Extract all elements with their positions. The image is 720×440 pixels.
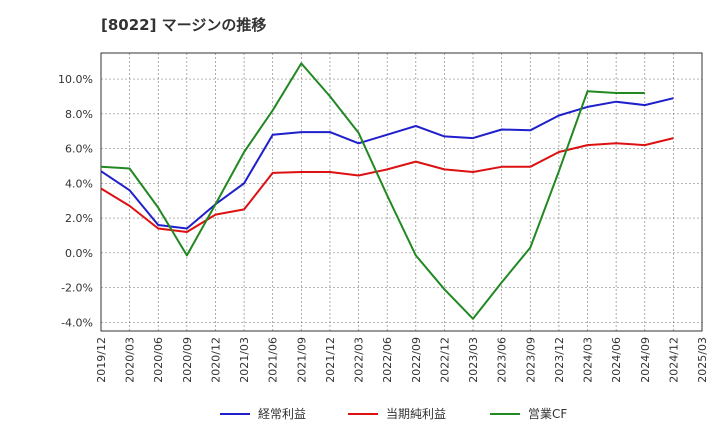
- x-tick-label: 2021/09: [295, 337, 308, 383]
- y-tick-label: -2.0%: [61, 282, 93, 295]
- x-tick-label: 2025/03: [696, 337, 709, 383]
- x-tick-label: 2022/12: [438, 337, 451, 383]
- x-tick-label: 2023/03: [467, 337, 480, 383]
- series-lines: [100, 62, 674, 320]
- y-axis-ticks: -4.0% -2.0% 0.0% 2.0% 4.0% 6.0% 8.0% 10.0%: [58, 73, 93, 329]
- y-tick-label: 2.0%: [65, 212, 93, 225]
- plot-frame: [100, 52, 703, 332]
- legend: 経常利益 当期純利益 営業CF: [220, 407, 567, 421]
- y-tick-label: 4.0%: [65, 177, 93, 190]
- x-tick-label: 2024/06: [610, 337, 623, 383]
- x-tick-label: 2023/12: [553, 337, 566, 383]
- x-tick-label: 2020/09: [181, 337, 194, 383]
- x-tick-label: 2024/09: [639, 337, 652, 383]
- x-tick-label: 2022/09: [410, 337, 423, 383]
- series-line: [100, 62, 645, 320]
- series-line: [100, 137, 674, 233]
- x-tick-label: 2024/12: [667, 337, 680, 383]
- y-tick-label: 10.0%: [58, 73, 93, 86]
- y-tick-label: 8.0%: [65, 108, 93, 121]
- x-tick-label: 2020/12: [209, 337, 222, 383]
- x-tick-label: 2024/03: [582, 337, 595, 383]
- grid-lines: [101, 53, 702, 331]
- x-axis-ticks: 2019/12 2020/03 2020/06 2020/09 2020/12 2021/…: [95, 337, 709, 383]
- y-tick-label: -4.0%: [61, 316, 93, 329]
- legend-label: 営業CF: [528, 407, 567, 421]
- x-tick-label: 2020/03: [124, 337, 137, 383]
- x-tick-label: 2019/12: [95, 337, 108, 383]
- x-tick-label: 2021/06: [267, 337, 280, 383]
- x-tick-label: 2022/06: [381, 337, 394, 383]
- x-tick-label: 2022/03: [353, 337, 366, 383]
- x-tick-label: 2023/06: [496, 337, 509, 383]
- y-tick-label: 0.0%: [65, 247, 93, 260]
- chart-title: [8022] マージンの推移: [101, 16, 267, 34]
- x-tick-label: 2023/09: [524, 337, 537, 383]
- y-tick-label: 6.0%: [65, 143, 93, 156]
- x-tick-label: 2021/12: [324, 337, 337, 383]
- x-tick-label: 2020/06: [152, 337, 165, 383]
- series-line: [100, 97, 674, 230]
- legend-label: 当期純利益: [386, 407, 446, 421]
- x-tick-label: 2021/03: [238, 337, 251, 383]
- legend-label: 経常利益: [258, 407, 306, 421]
